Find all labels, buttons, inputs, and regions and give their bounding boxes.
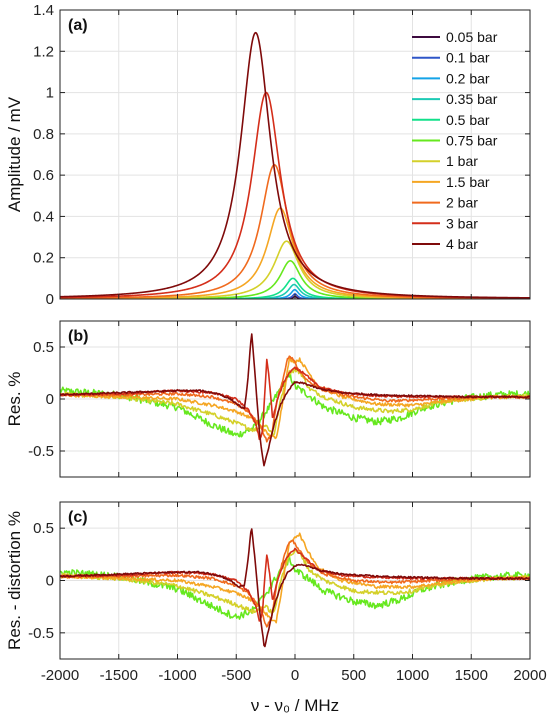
panel-a-y-axis-label: Amplitude / mV <box>5 96 24 212</box>
series-line-4-bar <box>60 31 530 299</box>
panel-c-x-ticks: -2000 -1500 -1000 -500 0 500 1000 1500 2000 <box>41 502 547 684</box>
panel-a-y-ticks: 0 0.2 0.4 0.6 0.8 1 1.2 1.4 <box>33 2 530 308</box>
y-tick-label: 1 <box>46 85 54 102</box>
series-line-4-bar <box>60 333 530 467</box>
legend-label: 4 bar <box>446 236 478 252</box>
x-tick-label: -1500 <box>100 667 138 684</box>
y-tick-label: 0 <box>46 573 54 590</box>
y-tick-label: 0.2 <box>33 250 54 267</box>
x-tick-label: -500 <box>221 667 251 684</box>
series-line-1_5-bar <box>60 532 530 624</box>
panel-c-y-ticks: -0.5 0 0.5 <box>28 520 530 642</box>
legend-label: 0.75 bar <box>446 133 498 149</box>
panel-b-label: (b) <box>68 328 88 345</box>
panel-b-x-ticks <box>59 321 531 477</box>
legend-label: 2 bar <box>446 195 478 211</box>
panel-c: -2000 -1500 -1000 -500 0 500 1000 1500 2000 -0.5… <box>5 501 547 715</box>
panel-a-label: (a) <box>68 17 88 34</box>
x-tick-label: 1000 <box>396 667 429 684</box>
panel-b: -0.5 0 0.5 (b) Res. % <box>5 320 531 478</box>
panel-a-lines <box>60 31 530 299</box>
series-line-2-bar <box>60 539 530 628</box>
legend-label: 3 bar <box>446 215 478 231</box>
legend: 0.05 bar 0.1 bar 0.2 bar 0.35 bar 0.5 bar 0.7… <box>412 29 498 252</box>
panel-a-x-ticks <box>59 10 531 299</box>
legend-label: 0.2 bar <box>446 70 490 86</box>
y-tick-label: 0.5 <box>33 339 54 356</box>
panel-b-lines <box>60 333 530 467</box>
panel-c-label: (c) <box>68 509 88 526</box>
panel-b-y-ticks: -0.5 0 0.5 <box>28 339 530 460</box>
legend-label: 0.5 bar <box>446 112 490 128</box>
series-line-4-bar <box>60 528 530 648</box>
legend-label: 0.35 bar <box>446 91 498 107</box>
y-tick-label: 0 <box>46 291 54 308</box>
y-tick-label: 0.5 <box>33 520 54 537</box>
panel-b-y-axis-label: Res. % <box>5 372 24 427</box>
y-tick-label: -0.5 <box>28 443 54 460</box>
y-tick-label: -0.5 <box>28 625 54 642</box>
legend-label: 0.1 bar <box>446 50 490 66</box>
panel-c-lines <box>60 528 530 648</box>
x-axis-label: ν - ν₀ / MHz <box>251 696 339 715</box>
y-tick-label: 1.2 <box>33 43 54 60</box>
y-tick-label: 0.6 <box>33 167 54 184</box>
series-line-2-bar <box>60 355 530 443</box>
x-tick-label: 2000 <box>513 667 546 684</box>
panel-c-y-axis-label: Res. - distortion % <box>5 511 24 650</box>
panel-a: 00.20.40.60.811.21.4 (a) Amplitude / mV … <box>5 2 531 308</box>
x-tick-label: 500 <box>341 667 366 684</box>
x-tick-label: 0 <box>291 667 299 684</box>
x-tick-label: -2000 <box>41 667 79 684</box>
y-tick-label: 0.4 <box>33 208 54 225</box>
x-tick-label: -1000 <box>158 667 196 684</box>
y-tick-label: 1.4 <box>33 2 54 19</box>
legend-label: 0.05 bar <box>446 29 498 45</box>
y-tick-label: 0.8 <box>33 126 54 143</box>
x-tick-label: 1500 <box>455 667 488 684</box>
y-tick-label: 0 <box>46 391 54 408</box>
legend-label: 1.5 bar <box>446 174 490 190</box>
series-line-0_1-bar <box>60 293 530 299</box>
legend-label: 1 bar <box>446 153 478 169</box>
